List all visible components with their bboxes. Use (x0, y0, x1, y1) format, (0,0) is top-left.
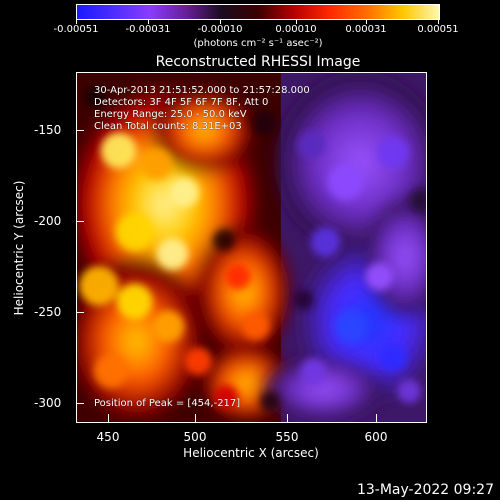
colorbar-label-2: -0.00031 (125, 24, 171, 35)
clean-counts-annotation: Clean Total counts: 8.31E+03 (94, 121, 242, 132)
rhessi-image (76, 72, 427, 423)
x-tick-label-500: 500 (183, 430, 207, 444)
energy-range-annotation: Energy Range: 25.0 - 50.0 keV (94, 109, 247, 120)
colorbar-label-5: 0.00031 (345, 24, 387, 35)
colorbar-tick-6 (438, 20, 439, 24)
plot-title: Reconstructed RHESSI Image (155, 54, 361, 70)
x-tick-500 (195, 414, 196, 422)
footer-timestamp: 13-May-2022 09:27 (356, 482, 494, 498)
y-tick-300 (76, 403, 84, 404)
x-tick-label-550: 550 (275, 430, 299, 444)
y-tick-250 (76, 312, 84, 313)
y-tick-200 (76, 221, 84, 222)
colorbar (76, 4, 440, 20)
colorbar-tick-2 (148, 20, 149, 24)
y-axis-label: Heliocentric Y (arcsec) (12, 180, 26, 316)
colorbar-label-4: 0.00010 (275, 24, 317, 35)
y-tick-label-250: -250 (34, 305, 62, 319)
colorbar-tick-1 (76, 20, 77, 24)
colorbar-tick-5 (366, 20, 367, 24)
colorbar-tick-3 (220, 20, 221, 24)
y-tick-label-300: -300 (34, 396, 62, 410)
colorbar-label-3: -0.00010 (197, 24, 243, 35)
y-tick-label-150: -150 (34, 123, 62, 137)
x-tick-label-450: 450 (96, 430, 120, 444)
x-tick-450 (108, 414, 109, 422)
colorbar-units: (photons cm⁻² s⁻¹ asec⁻²) (193, 38, 323, 49)
x-axis-label: Heliocentric X (arcsec) (183, 446, 319, 460)
time-range-annotation: 30-Apr-2013 21:51:52.000 to 21:57:28.000 (94, 85, 310, 96)
y-tick-label-200: -200 (34, 214, 62, 228)
colorbar-tick-4 (296, 20, 297, 24)
x-tick-600 (376, 414, 377, 422)
y-tick-150 (76, 130, 84, 131)
colorbar-label-1: -0.00051 (53, 24, 99, 35)
detectors-annotation: Detectors: 3F 4F 5F 6F 7F 8F, Att 0 (94, 97, 269, 108)
colorbar-label-6: 0.00051 (417, 24, 459, 35)
peak-position-annotation: Position of Peak = [454,-217] (94, 398, 241, 409)
x-tick-550 (287, 414, 288, 422)
x-tick-label-600: 600 (364, 430, 388, 444)
